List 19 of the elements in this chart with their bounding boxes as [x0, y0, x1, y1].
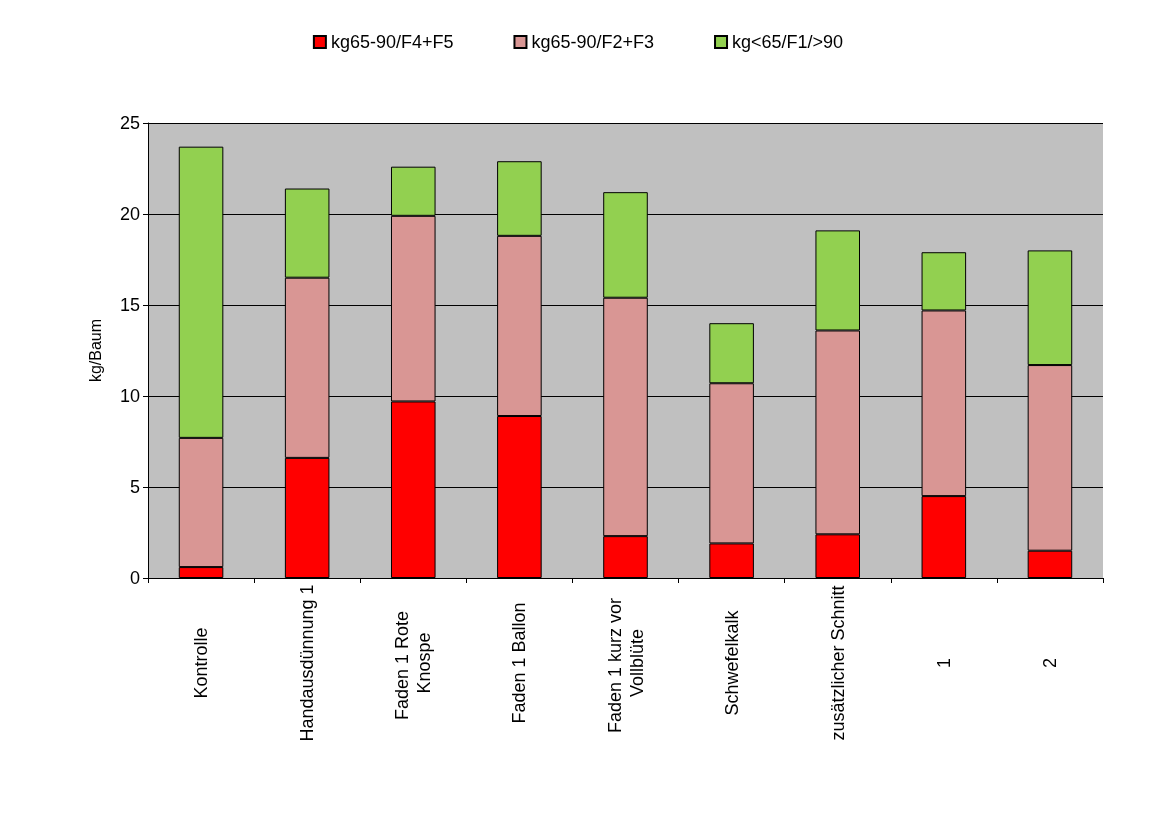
x-tick-label: Schwefelkalk [721, 609, 742, 716]
legend-label: kg<65/F1/>90 [732, 32, 844, 52]
y-tick-label: 5 [129, 477, 140, 497]
x-tick-label: Kontrolle [191, 627, 212, 699]
y-tick-label: 25 [119, 113, 140, 133]
x-tick-label: Faden 1 kurz vor Vollblüte [604, 592, 647, 734]
x-tick-label: Faden 1 Rote Knospe [392, 605, 435, 721]
x-tick-label: zusätzlicher Schnitt [827, 585, 848, 741]
y-axis-title: kg/Baum [86, 318, 104, 383]
x-tick-label: 1 [933, 657, 954, 669]
legend-label: kg65-90/F2+F3 [531, 32, 655, 52]
y-tick-label: 20 [119, 204, 140, 224]
y-tick-label: 15 [119, 295, 140, 315]
y-tick-label: 10 [119, 386, 140, 406]
legend-label: kg65-90/F4+F5 [330, 32, 454, 52]
x-tick-label: Handausdünnung 1 [297, 584, 318, 742]
y-tick-label: 0 [129, 568, 140, 588]
x-tick-label: Faden 1 Ballon [509, 602, 530, 724]
x-tick-label: 2 [1039, 657, 1060, 669]
